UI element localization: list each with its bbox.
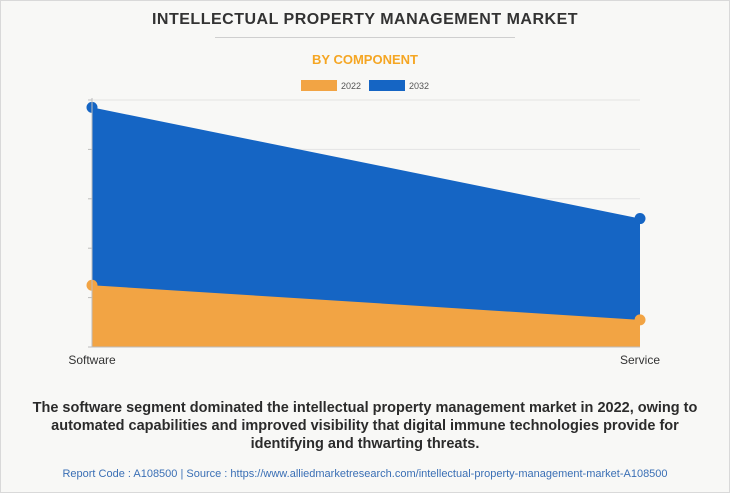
data-point-2022-service[interactable] <box>634 314 646 326</box>
legend: 2022 2032 <box>0 80 730 91</box>
legend-label-2032: 2032 <box>409 80 430 91</box>
area-series-2022 <box>92 285 640 347</box>
legend-swatch-2032 <box>369 80 405 91</box>
chart-subtitle: BY COMPONENT <box>312 52 418 67</box>
x-tick-label-service: Service <box>620 353 660 367</box>
areas <box>92 107 640 347</box>
legend-swatch-2022 <box>300 80 337 91</box>
title-divider <box>215 37 515 38</box>
axes: Software Service <box>68 98 660 367</box>
data-point-2032-service[interactable] <box>634 213 646 225</box>
area-series-2032 <box>92 107 640 347</box>
chart-caption: The software segment dominated the intel… <box>32 400 698 452</box>
x-tick-label-software: Software <box>68 353 116 367</box>
legend-item-2022[interactable]: 2022 <box>300 80 361 91</box>
chart-title: INTELLECTUAL PROPERTY MANAGEMENT MARKET <box>151 11 579 28</box>
legend-label-2022: 2022 <box>340 80 361 91</box>
legend-item-2032[interactable]: 2032 <box>369 80 429 91</box>
source-footer[interactable]: Report Code : A108500 | Source : https:/… <box>62 468 668 480</box>
